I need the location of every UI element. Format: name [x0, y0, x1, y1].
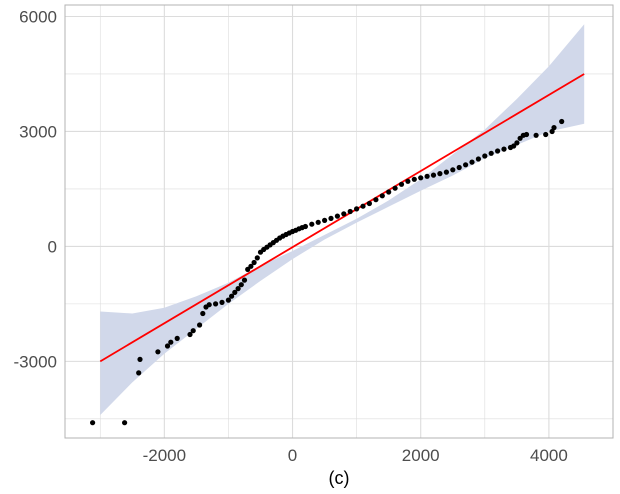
y-tick-label: 6000: [19, 7, 57, 26]
data-point: [354, 206, 360, 212]
data-point: [501, 146, 507, 152]
fit-line: [99, 73, 585, 363]
data-point: [90, 420, 96, 426]
data-point: [219, 299, 225, 305]
data-point: [187, 331, 193, 338]
data-point: [232, 289, 238, 295]
data-point: [302, 223, 308, 230]
data-point: [559, 118, 565, 125]
data-point: [238, 282, 244, 288]
data-point: [379, 193, 385, 199]
data-point: [328, 215, 334, 221]
data-point: [533, 132, 539, 138]
data-point: [430, 172, 437, 178]
data-point: [360, 203, 366, 209]
data-point: [197, 322, 203, 328]
x-tick-label: 0: [288, 446, 297, 465]
data-point: [347, 208, 353, 215]
x-axis-title: (c): [329, 468, 350, 488]
data-points-layer: [90, 118, 565, 426]
data-point: [122, 420, 128, 426]
data-point: [137, 356, 143, 362]
data-point: [488, 150, 494, 156]
data-point: [549, 128, 555, 135]
data-point: [174, 335, 180, 341]
data-point: [315, 219, 321, 225]
confidence-band-layer: [100, 24, 585, 415]
data-point: [213, 301, 219, 307]
data-point: [482, 153, 488, 159]
confidence-band: [100, 24, 585, 415]
data-point: [405, 178, 411, 184]
data-point: [155, 349, 161, 355]
y-tick-label: -3000: [14, 352, 57, 371]
plot-panel-border: [64, 4, 614, 439]
x-axis-tick-labels: -2000 0 2000 4000: [143, 446, 568, 465]
data-point: [456, 164, 462, 171]
data-point: [463, 162, 469, 168]
y-tick-label: 0: [48, 237, 57, 256]
data-point: [523, 131, 530, 138]
data-point: [495, 148, 501, 154]
data-point: [373, 197, 379, 203]
data-point: [475, 156, 481, 162]
data-point: [168, 339, 174, 345]
data-point: [251, 259, 257, 266]
data-point: [309, 221, 315, 227]
data-point: [254, 255, 260, 261]
data-point: [386, 189, 392, 195]
data-point: [418, 175, 424, 181]
data-point: [450, 167, 456, 173]
data-point: [469, 159, 475, 165]
data-point: [322, 217, 328, 223]
data-point: [392, 185, 398, 191]
data-point: [241, 277, 248, 283]
data-point: [341, 211, 347, 217]
x-tick-label: 4000: [530, 446, 568, 465]
data-point: [443, 169, 449, 175]
data-point: [164, 343, 171, 349]
grid-lines: [65, 5, 614, 438]
data-point: [511, 143, 517, 149]
x-tick-label: 2000: [402, 446, 440, 465]
data-point: [235, 286, 241, 292]
data-point: [398, 181, 405, 187]
data-point: [543, 131, 549, 138]
data-point: [200, 310, 206, 317]
y-axis-tick-labels: -3000 0 3000 6000: [14, 7, 57, 371]
data-point: [229, 293, 235, 299]
data-point: [225, 297, 231, 303]
data-point: [190, 328, 196, 334]
data-point: [551, 125, 557, 131]
data-point: [437, 171, 443, 177]
data-point: [366, 200, 372, 207]
data-point: [514, 140, 520, 146]
data-point: [206, 302, 212, 308]
y-tick-label: 3000: [19, 122, 57, 141]
fit-line-layer: [99, 73, 585, 363]
data-point: [334, 213, 340, 219]
data-point: [424, 173, 430, 179]
x-tick-label: -2000: [143, 446, 186, 465]
data-point: [245, 266, 251, 272]
data-point: [136, 370, 142, 376]
data-point: [248, 263, 254, 269]
data-point: [411, 176, 417, 182]
